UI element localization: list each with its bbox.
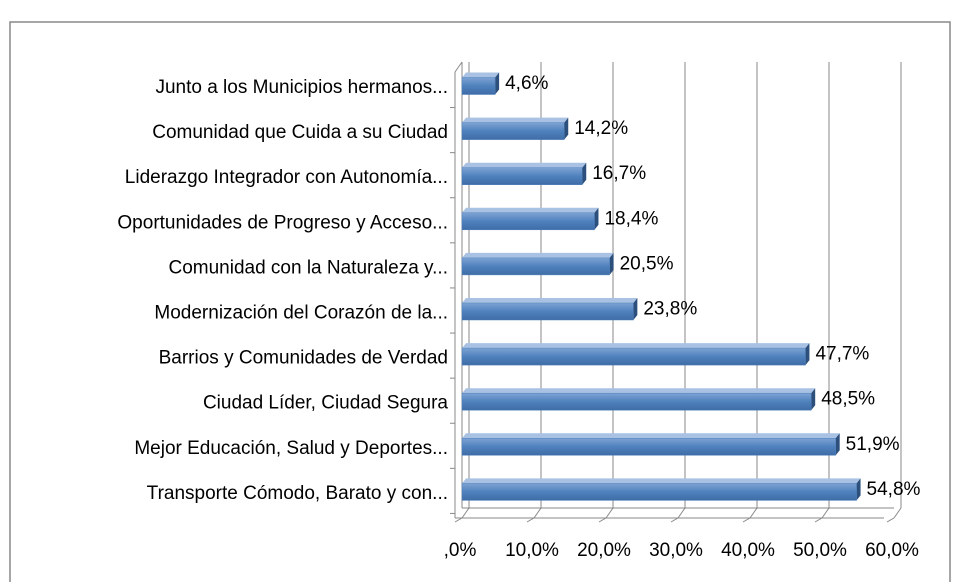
y-tick-label: Transporte Cómodo, Barato y con... <box>147 483 448 504</box>
y-tick-label: Oportunidades de Progreso y Acceso... <box>117 212 448 233</box>
grid-depth <box>533 507 542 519</box>
x-tick-label: 40,0% <box>721 540 775 561</box>
bar-side <box>594 207 599 230</box>
grid-depth <box>677 507 686 519</box>
data-label: 47,7% <box>815 344 869 365</box>
bar-top <box>462 343 810 349</box>
bar-top <box>462 478 861 484</box>
bar-side <box>495 72 500 95</box>
bar-top <box>462 207 599 213</box>
data-label: 4,6% <box>505 73 548 94</box>
x-tick <box>742 517 751 523</box>
bar-top <box>462 162 587 168</box>
x-tick <box>886 517 895 523</box>
data-label: 14,2% <box>574 118 628 139</box>
bar-side <box>805 343 810 366</box>
x-tick-label: 20,0% <box>577 540 631 561</box>
x-tick-label: 50,0% <box>793 540 847 561</box>
bar <box>461 257 610 276</box>
bar-side <box>609 252 614 275</box>
bar-side <box>633 298 638 320</box>
data-label: 18,4% <box>604 208 658 229</box>
bar-top <box>462 117 569 123</box>
bar-side <box>835 433 840 456</box>
bar <box>461 392 812 411</box>
x-tick-label: 30,0% <box>649 540 703 561</box>
bar-top <box>462 433 840 439</box>
y-tick-label: Barrios y Comunidades de Verdad <box>159 348 448 369</box>
y-tick-label: Modernización del Corazón de la... <box>154 303 448 324</box>
bar-side <box>582 162 587 185</box>
bar-side <box>856 478 861 501</box>
y-tick-label: Liderazgo Integrador con Autonomía... <box>125 167 448 188</box>
x-tick <box>814 517 823 523</box>
bar <box>461 302 634 321</box>
grid-depth <box>605 507 614 519</box>
x-tick <box>526 517 535 523</box>
x-tick-label: 60,0% <box>865 540 919 561</box>
bar-side <box>811 388 816 411</box>
x-tick-label: ,0% <box>444 540 477 561</box>
bar <box>461 212 595 231</box>
grid-depth <box>749 507 758 519</box>
bar-side <box>564 117 569 140</box>
bar <box>461 77 496 95</box>
y-tick-label: Junto a los Municipios hermanos... <box>155 77 448 98</box>
axis-depth <box>454 61 463 73</box>
x-tick <box>598 517 607 523</box>
bar <box>461 122 565 140</box>
bar-top <box>462 72 500 78</box>
bar-top <box>462 298 638 303</box>
grid-depth <box>461 507 470 519</box>
data-label: 51,9% <box>846 434 900 455</box>
bar <box>461 438 836 456</box>
y-tick-label: Comunidad que Cuida a su Ciudad <box>152 122 448 143</box>
y-tick-label: Comunidad con la Naturaleza y... <box>168 257 448 278</box>
data-label: 54,8% <box>867 479 921 500</box>
y-tick-label: Mejor Educación, Salud y Deportes... <box>134 438 448 459</box>
data-label: 23,8% <box>643 299 697 320</box>
x-tick-label: 10,0% <box>505 540 559 561</box>
y-tick-label: Ciudad Líder, Ciudad Segura <box>203 393 448 414</box>
data-label: 16,7% <box>592 163 646 184</box>
data-label: 20,5% <box>620 253 674 274</box>
data-label: 48,5% <box>821 389 875 410</box>
x-tick <box>454 517 463 523</box>
bar <box>461 167 583 185</box>
bar-top <box>462 388 816 394</box>
bar <box>461 347 806 366</box>
x-tick <box>670 517 679 523</box>
bar <box>461 483 857 501</box>
grid-depth <box>821 507 830 519</box>
bar-top <box>462 252 614 258</box>
grid-depth <box>893 507 902 519</box>
